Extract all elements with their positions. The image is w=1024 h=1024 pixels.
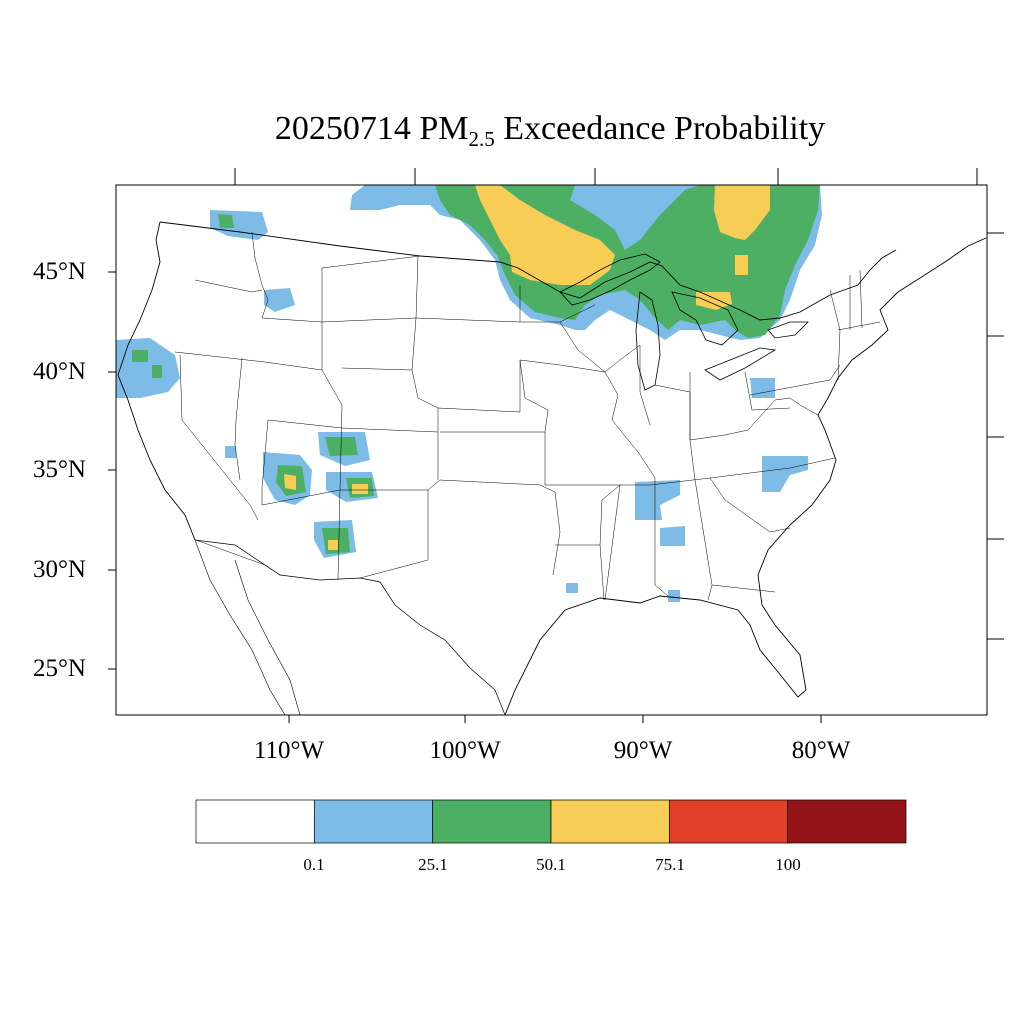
colorbar-label-5: 100 bbox=[775, 855, 801, 874]
lake-erie bbox=[704, 347, 777, 381]
map-boundaries bbox=[117, 221, 987, 715]
map-title: 20250714 PM2.5 Exceedance Probability bbox=[274, 110, 826, 151]
lon-label-110w: 110°W bbox=[253, 737, 325, 764]
patch-green-california-a bbox=[132, 350, 148, 362]
colorbar-label-3: 50.1 bbox=[536, 855, 566, 874]
patch-green-california-b bbox=[152, 365, 162, 378]
state-lines bbox=[174, 231, 881, 601]
lat-label-30n: 30°N bbox=[32, 556, 86, 583]
canada-border bbox=[159, 221, 897, 321]
patch-blue-alabama bbox=[660, 526, 685, 546]
colorbar-label-1: 0.1 bbox=[303, 855, 325, 874]
lat-label-25n: 25°N bbox=[32, 655, 86, 682]
colorbar-swatch-5 bbox=[668, 799, 789, 844]
plume-yellow-north-a bbox=[475, 185, 615, 285]
probability-shading bbox=[116, 185, 822, 602]
lake-ontario bbox=[767, 321, 809, 339]
patch-yellow-new-mexico-south bbox=[328, 540, 338, 550]
plume-yellow-north-b bbox=[714, 185, 770, 240]
patch-yellow-arizona-north bbox=[284, 474, 296, 490]
lon-label-80w: 80°W bbox=[791, 737, 851, 764]
patch-blue-nevada bbox=[225, 446, 236, 458]
patch-blue-louisiana bbox=[566, 583, 578, 593]
colorbar-swatch-4 bbox=[550, 799, 670, 844]
plume-yellow-north-c bbox=[735, 255, 748, 275]
axis-ticks bbox=[108, 168, 1004, 723]
patch-blue-north-carolina bbox=[762, 456, 808, 492]
patch-green-washington bbox=[218, 214, 234, 228]
lake-superior bbox=[559, 253, 661, 306]
colorbar-swatch-1 bbox=[195, 799, 315, 844]
lon-label-90w: 90°W bbox=[613, 737, 673, 764]
patch-blue-california bbox=[116, 338, 180, 398]
patch-green-colorado-south bbox=[325, 437, 358, 456]
baja-coast bbox=[194, 539, 301, 715]
colorbar bbox=[195, 799, 907, 844]
patch-blue-mississippi bbox=[635, 480, 680, 520]
patch-blue-gulf bbox=[668, 590, 680, 602]
colorbar-swatch-3 bbox=[432, 799, 552, 844]
lat-label-40n: 40°N bbox=[32, 358, 86, 385]
lake-huron bbox=[671, 291, 739, 346]
patch-blue-idaho bbox=[264, 288, 295, 312]
coastline bbox=[117, 221, 987, 715]
colorbar-swatch-2 bbox=[313, 799, 434, 844]
lon-label-100w: 100°W bbox=[429, 737, 501, 764]
colorbar-label-2: 25.1 bbox=[418, 855, 448, 874]
map-frame bbox=[115, 184, 988, 716]
colorbar-label-4: 75.1 bbox=[655, 855, 685, 874]
colorbar-swatch-6 bbox=[787, 799, 907, 844]
lat-label-35n: 35°N bbox=[32, 456, 86, 483]
plume-yellow-north-d bbox=[696, 292, 732, 310]
patch-yellow-new-mexico-north bbox=[352, 484, 368, 494]
lat-label-45n: 45°N bbox=[32, 258, 86, 285]
patch-blue-pennsylvania bbox=[750, 378, 775, 398]
mexico-border bbox=[194, 539, 506, 715]
